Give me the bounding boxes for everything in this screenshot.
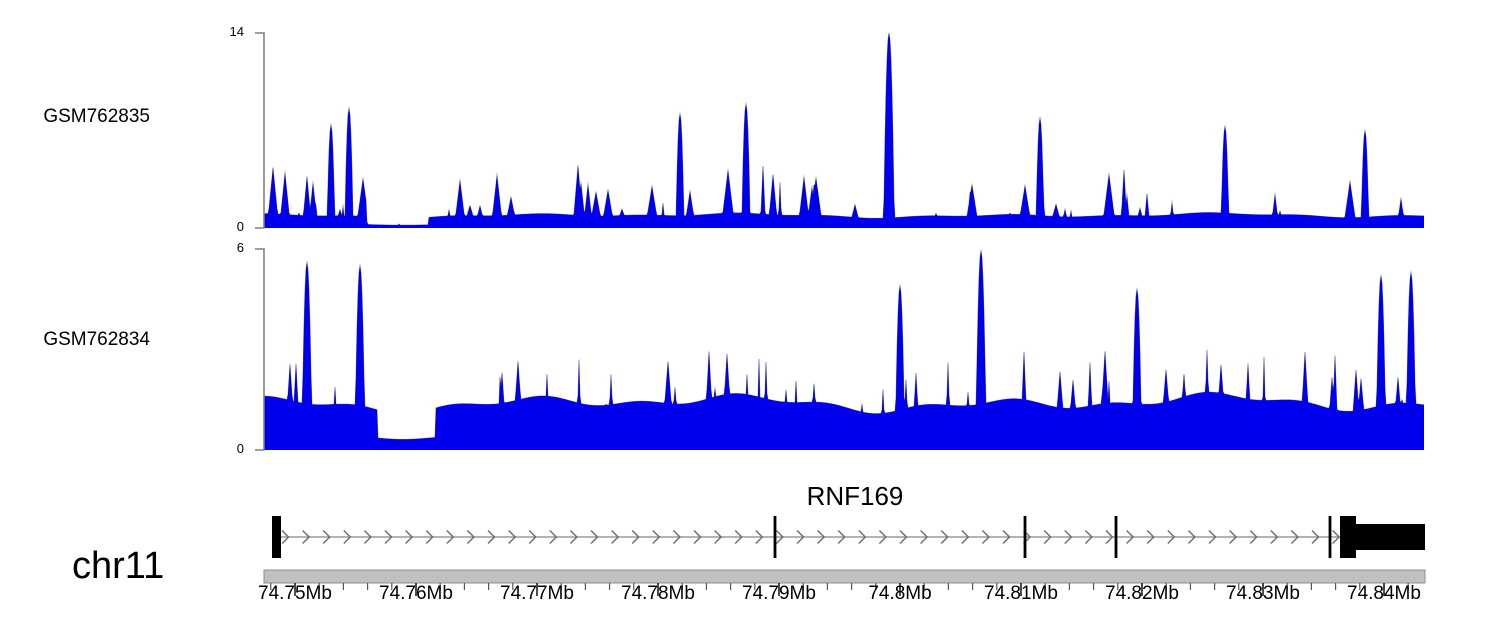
ruler-tick-label: 74.78Mb: [621, 583, 695, 604]
chromosome-label: chr11: [72, 545, 165, 587]
ruler-tick-label: 74.79Mb: [742, 583, 816, 604]
gene-name-label[interactable]: RNF169: [806, 481, 904, 511]
y-axis-max-label-gsm762834: 6: [236, 240, 244, 255]
ruler-tick-label: 74.8Mb: [868, 583, 932, 604]
y-axis-min-label-gsm762835: 0: [236, 219, 244, 234]
ruler-tick-label: 74.83Mb: [1226, 583, 1300, 604]
y-axis-min-label-gsm762834: 0: [236, 441, 244, 456]
ruler-tick-label: 74.82Mb: [1105, 583, 1179, 604]
ruler-tick-label: 74.76Mb: [379, 583, 453, 604]
ruler-tick-label: 74.75Mb: [258, 583, 332, 604]
track-label-gsm762835: GSM762835: [43, 106, 150, 127]
coverage-track-gsm762835[interactable]: [264, 33, 1425, 228]
coverage-track-gsm762834[interactable]: [264, 249, 1425, 450]
y-axis-max-label-gsm762835: 14: [229, 24, 244, 39]
genome-coordinate-ruler[interactable]: [0, 567, 1500, 601]
gene-model-track[interactable]: [0, 505, 1500, 580]
y-axis-gsm762834: [255, 248, 265, 451]
ruler-tick-label: 74.84Mb: [1347, 583, 1421, 604]
y-axis-gsm762835: [255, 32, 265, 229]
ruler-tick-label: 74.81Mb: [984, 583, 1058, 604]
ruler-tick-label: 74.77Mb: [500, 583, 574, 604]
track-label-gsm762834: GSM762834: [43, 329, 150, 350]
